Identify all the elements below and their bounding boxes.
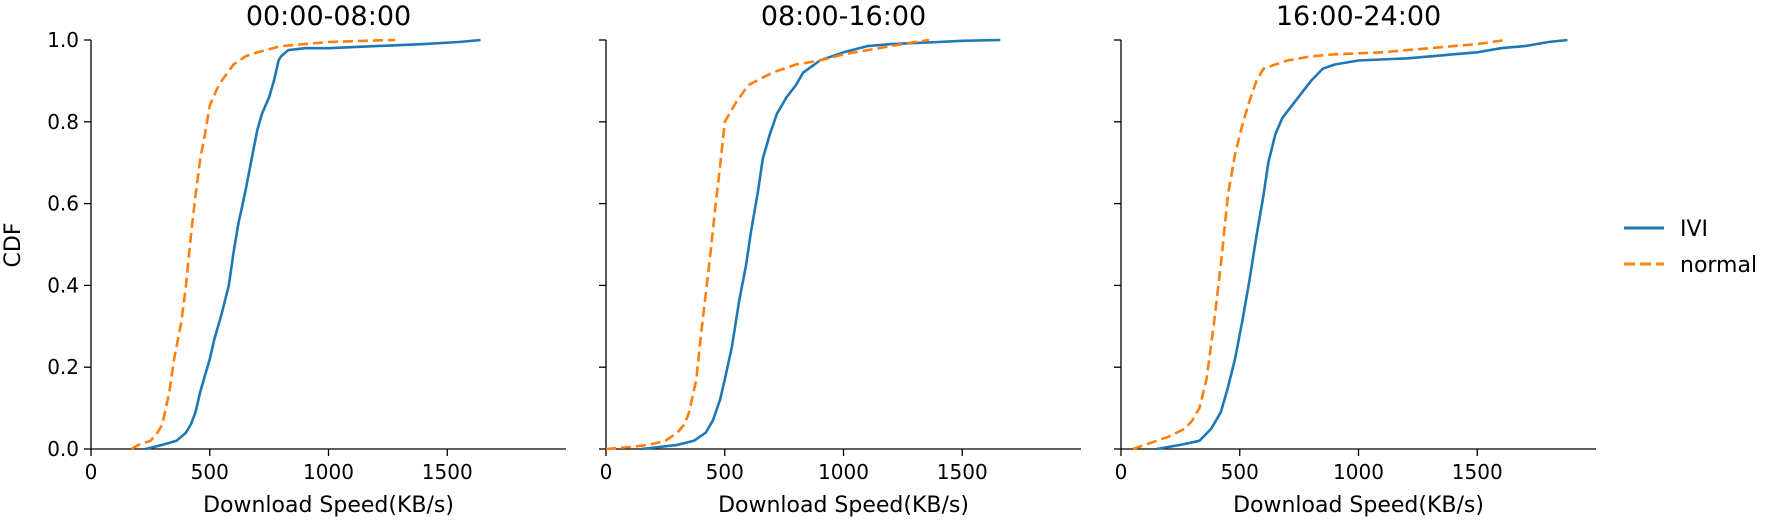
panel-3: 16:00-24:00 0 500 1000 1500 Download Speed(KB… (1114, 1, 1596, 518)
x-tick-label: 500 (191, 460, 229, 484)
x-tick-label: 1000 (818, 460, 869, 484)
series-line-ivi (145, 38, 481, 451)
series-line-normal (1132, 38, 1506, 451)
y-tick-label: 0.4 (47, 273, 79, 297)
y-axis-label: CDF (1, 223, 26, 268)
x-axis-label: Download Speed(KB/s) (1233, 493, 1484, 518)
x-tick-label: 500 (1221, 460, 1259, 484)
panel-title: 08:00-16:00 (761, 1, 926, 32)
x-tick-label: 1000 (1333, 460, 1384, 484)
panel-title: 00:00-08:00 (246, 1, 411, 32)
x-tick-label: 1500 (937, 460, 988, 484)
y-tick-label: 0.8 (47, 110, 79, 134)
y-tick-label: 1.0 (47, 28, 79, 52)
x-tick-label: 1000 (303, 460, 354, 484)
x-tick-label: 1500 (1452, 460, 1503, 484)
y-tick-label: 0.0 (47, 437, 79, 461)
x-tick-label: 0 (1115, 460, 1128, 484)
panel-1: 00:00-08:00 0.0 0.2 0.4 0.6 0.8 1.0 0 500 1000 150… (47, 1, 566, 518)
series-line-normal (605, 38, 930, 451)
x-tick-label: 1500 (422, 460, 473, 484)
legend-label-normal: normal (1680, 253, 1757, 278)
x-tick-label: 500 (706, 460, 744, 484)
x-tick-label: 0 (600, 460, 613, 484)
series-line-normal (130, 38, 396, 451)
x-axis-label: Download Speed(KB/s) (203, 493, 454, 518)
series-line-ivi (1156, 38, 1568, 451)
x-tick-label: 0 (85, 460, 98, 484)
legend-label-ivi: IVI (1680, 217, 1708, 242)
y-tick-label: 0.6 (47, 192, 79, 216)
panel-2: 08:00-16:00 0 500 1000 1500 Download Speed(KB… (599, 1, 1081, 518)
x-axis-label: Download Speed(KB/s) (718, 493, 969, 518)
series-line-ivi (641, 38, 1001, 451)
legend: IVI normal (1624, 217, 1757, 278)
y-tick-label: 0.2 (47, 355, 79, 379)
panel-title: 16:00-24:00 (1276, 1, 1441, 32)
